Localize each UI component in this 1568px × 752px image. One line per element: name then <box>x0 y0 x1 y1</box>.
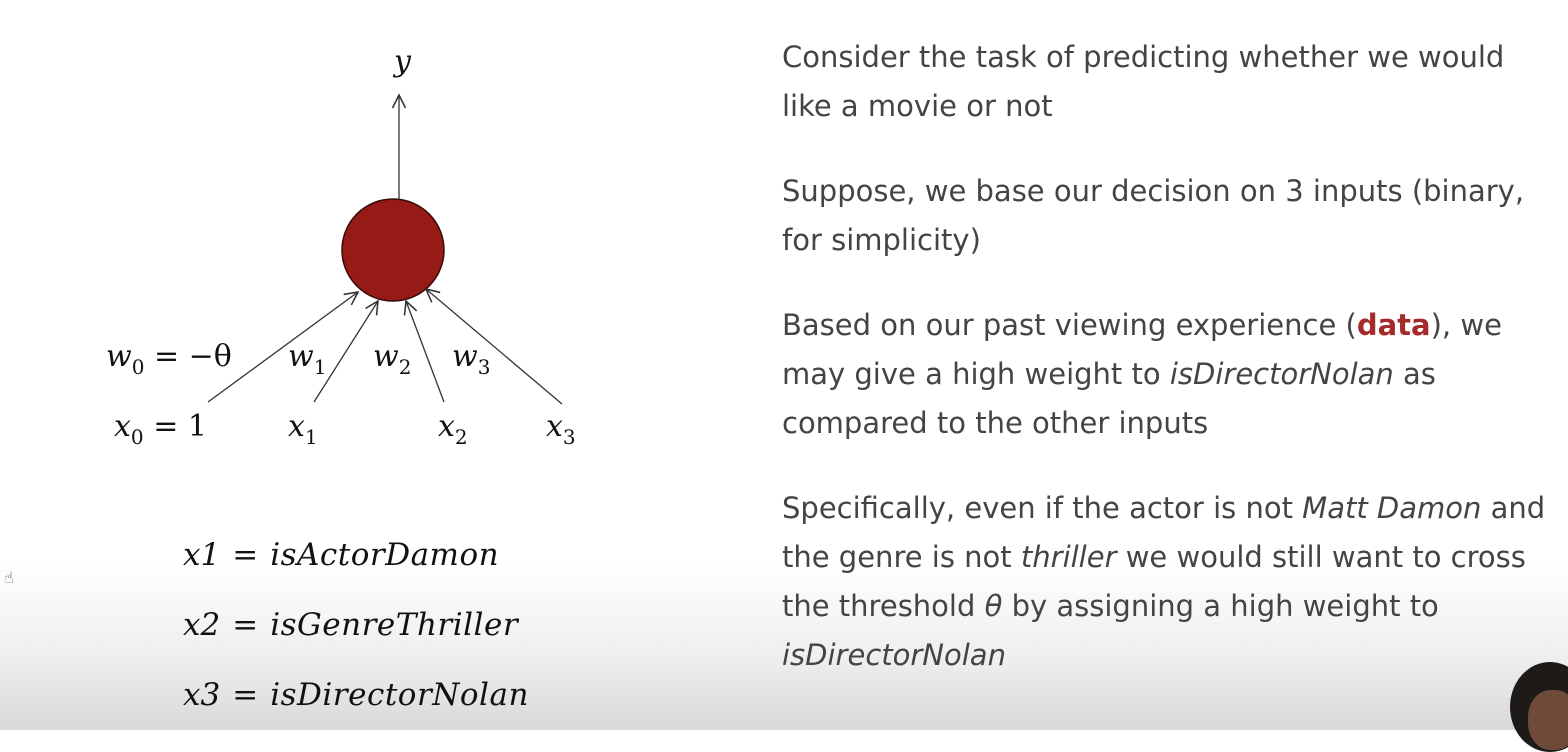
explanation-text: Consider the task of predicting whether … <box>782 33 1552 716</box>
weight-w3: w3 <box>452 339 490 379</box>
definition-x3: x3 = isDirectorNolan <box>183 670 529 740</box>
feature-name: isDirectorNolan <box>1169 357 1394 391</box>
text-span: we would still want to cross the thresho… <box>782 540 1526 623</box>
weight-w1: w1 <box>288 339 326 379</box>
paragraph-weights: Based on our past viewing experience (da… <box>782 301 1552 448</box>
paragraph-inputs: Suppose, we base our decision on 3 input… <box>782 174 1525 257</box>
input-x2: x2 <box>438 409 468 449</box>
definition-value: isGenreThriller <box>270 607 519 643</box>
input-arrow-x3 <box>426 289 563 405</box>
presenter-face <box>1528 690 1568 750</box>
definition-var: x1 <box>183 537 221 573</box>
definition-value: isDirectorNolan <box>270 677 529 713</box>
text-span: and the genre is not <box>782 491 1546 574</box>
input-arrow-x1 <box>313 301 378 403</box>
text-span: Specifically, even if the actor is not <box>782 491 1303 525</box>
definition-var: x3 <box>183 677 221 713</box>
actor-name: Matt Damon <box>1302 491 1482 525</box>
definition-equals: = <box>232 537 259 573</box>
input-x0: x0 = 1 <box>114 409 207 449</box>
text-span: as compared to the other inputs <box>782 357 1436 440</box>
data-highlight: data <box>1356 308 1431 342</box>
hand-cursor-icon: ☝ <box>4 568 14 587</box>
paragraph-task: Consider the task of predicting whether … <box>782 40 1505 123</box>
definition-value: isActorDamon <box>270 537 500 573</box>
input-arrow-x0 <box>207 292 358 403</box>
paragraph-threshold: Specifically, even if the actor is not M… <box>782 484 1552 680</box>
theta-symbol: θ <box>984 589 1003 623</box>
definition-var: x2 <box>183 607 221 643</box>
text-span: by assigning a high weight to <box>1002 589 1439 623</box>
input-x1: x1 <box>288 409 318 449</box>
neuron <box>341 198 445 302</box>
definition-x1: x1 = isActorDamon <box>183 530 529 600</box>
text-span: Based on our past viewing experience ( <box>782 308 1357 342</box>
genre-name: thriller <box>1020 540 1117 574</box>
input-definitions: x1 = isActorDamon x2 = isGenreThriller x3 = is… <box>183 530 529 740</box>
perceptron-diagram: y w0 = −θ w1 w2 w3 x0 = 1 x1 x2 x3 <box>106 44 576 449</box>
weight-w0: w0 = −θ <box>106 339 232 379</box>
input-arrow-x2 <box>406 301 445 403</box>
feature-name: isDirectorNolan <box>782 638 1006 672</box>
definition-x2: x2 = isGenreThriller <box>183 600 529 670</box>
output-label: y <box>392 44 412 79</box>
text-span: ), we may give a high weight to <box>782 308 1502 391</box>
input-x3: x3 <box>546 409 576 449</box>
definition-equals: = <box>232 677 259 713</box>
weight-w2: w2 <box>373 339 411 379</box>
definition-equals: = <box>232 607 259 643</box>
